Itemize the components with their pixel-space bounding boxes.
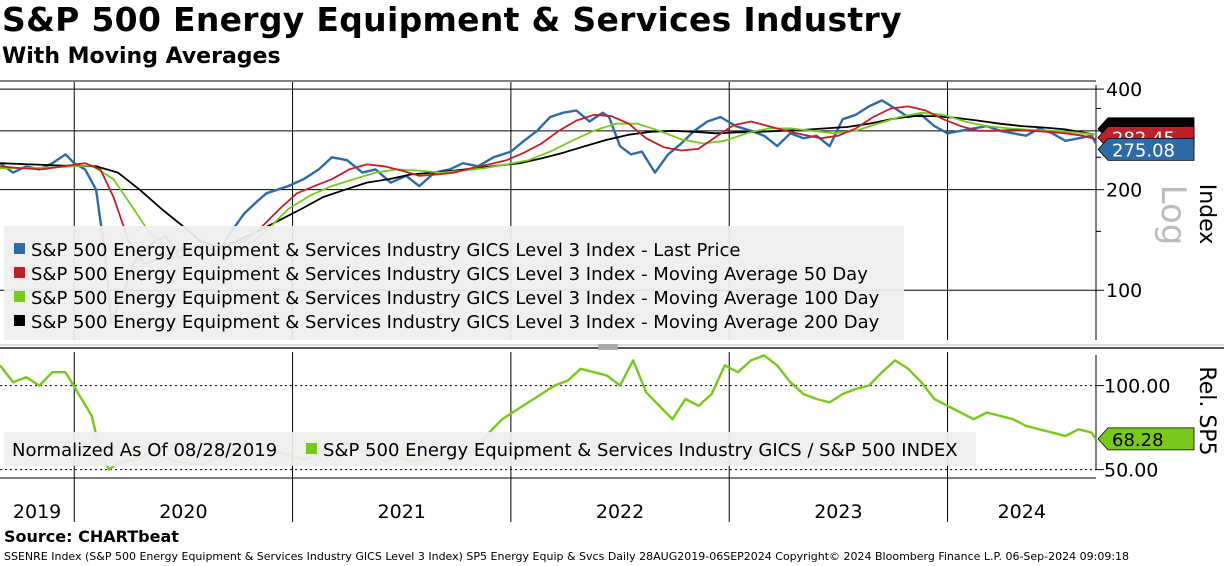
- lower-y-axis-title: Rel. SP5: [1194, 366, 1219, 455]
- legend-text-ma50: S&P 500 Energy Equipment & Services Indu…: [31, 264, 868, 285]
- upper-legend-background: [4, 226, 904, 340]
- upper-legend: S&P 500 Energy Equipment & Services Indu…: [4, 226, 904, 340]
- price-tag-relative: [1097, 427, 1195, 451]
- x-tick-label: 2020: [159, 501, 207, 523]
- upper-y-tick-label: 100: [1106, 280, 1142, 302]
- upper-y-axis-title: Index: [1194, 184, 1219, 245]
- panel-resize-handle[interactable]: [598, 344, 618, 350]
- lower-legend: Normalized As Of 08/28/2019 S&P 500 Ener…: [4, 432, 976, 466]
- upper-y-tick-label: 200: [1106, 180, 1142, 202]
- price-tag-last-price: [1097, 138, 1195, 161]
- legend-text-last-price: S&P 500 Energy Equipment & Services Indu…: [31, 240, 740, 261]
- upper-y-axis: 400 200 100: [1096, 79, 1142, 302]
- x-tick-label: 2023: [814, 501, 862, 523]
- source-note: Source: CHARTbeat: [4, 527, 179, 546]
- footer-info: SSENRE Index (S&P 500 Energy Equipment &…: [4, 550, 1130, 563]
- x-axis-labels: 2019 2020 2021 2022 2023 2024: [13, 501, 1046, 523]
- legend-text-ma100: S&P 500 Energy Equipment & Services Indu…: [31, 288, 880, 309]
- page-title: S&P 500 Energy Equipment & Services Indu…: [2, 0, 902, 39]
- x-tick-label: 2021: [378, 501, 426, 523]
- price-tag-last-price-label: 275.08: [1112, 140, 1175, 161]
- page-subtitle: With Moving Averages: [2, 44, 281, 69]
- lower-y-axis: 100.00 50.00: [1096, 376, 1170, 482]
- legend-swatch-ma100: [14, 291, 25, 302]
- normalized-label: Normalized As Of 08/28/2019: [12, 440, 277, 461]
- legend-swatch-relative: [306, 443, 317, 454]
- x-tick-label: 2019: [13, 501, 61, 523]
- lower-y-tick-label: 50.00: [1104, 460, 1158, 482]
- legend-swatch-ma50: [14, 267, 25, 278]
- log-scale-label: Log: [1153, 185, 1193, 246]
- lower-y-tick-label: 100.00: [1104, 376, 1170, 398]
- legend-text-relative: S&P 500 Energy Equipment & Services Indu…: [323, 440, 958, 461]
- price-tag-relative-label: 68.28: [1112, 430, 1164, 451]
- legend-swatch-ma200: [14, 315, 25, 326]
- x-tick-label: 2024: [998, 501, 1046, 523]
- lower-legend-background: [4, 432, 976, 466]
- upper-y-tick-label: 400: [1106, 79, 1142, 101]
- legend-text-ma200: S&P 500 Energy Equipment & Services Indu…: [31, 312, 880, 333]
- legend-swatch-last-price: [14, 243, 25, 254]
- x-tick-label: 2022: [596, 501, 644, 523]
